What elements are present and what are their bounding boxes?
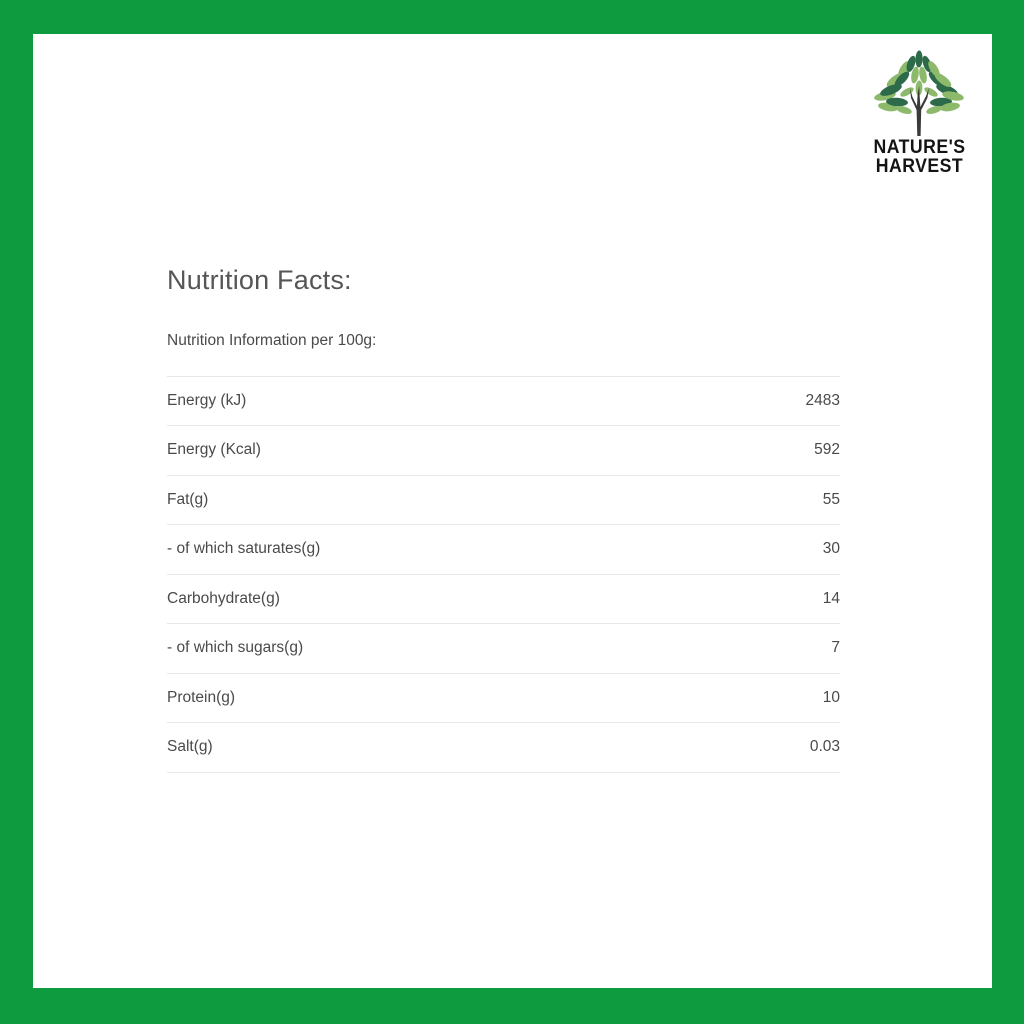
tree-icon [874, 50, 964, 136]
nutrient-value: 592 [723, 425, 840, 476]
tree-trunk [910, 86, 929, 136]
nutrition-facts-table: Nutrition Information per 100g: Energy (… [167, 330, 840, 773]
nutrient-value: 7 [723, 623, 840, 674]
table-row: Protein(g) 10 [167, 673, 840, 724]
table-row: Fat(g) 55 [167, 475, 840, 526]
nutrient-value: 14 [723, 574, 840, 625]
table-row: - of which saturates(g) 30 [167, 524, 840, 575]
nutrition-basis-label: Nutrition Information per 100g: [167, 330, 840, 377]
tree-canopy [874, 50, 964, 114]
nutrient-value: 55 [723, 475, 840, 526]
nutrient-value: 2483 [723, 376, 840, 427]
table-row: Energy (kJ) 2483 [167, 376, 840, 427]
brand-wordmark: NATURE'S HARVEST [870, 138, 969, 176]
nutrient-label: Fat(g) [167, 475, 724, 526]
table-row: Salt(g) 0.03 [167, 722, 840, 773]
nutrient-value: 0.03 [723, 722, 840, 773]
nutrient-value: 10 [723, 673, 840, 724]
nutrition-section: Nutrition Facts: Nutrition Information p… [167, 264, 840, 773]
nutrient-label: Protein(g) [167, 673, 724, 724]
nutrient-label: Energy (kJ) [167, 376, 724, 427]
brand-logo: NATURE'S HARVEST [864, 50, 974, 190]
table-row: Energy (Kcal) 592 [167, 425, 840, 476]
brand-wordmark-line1: NATURE'S [872, 137, 966, 158]
nutrient-value: 30 [723, 524, 840, 575]
table-row: - of which sugars(g) 7 [167, 623, 840, 674]
nutrient-label: - of which sugars(g) [167, 623, 724, 674]
nutrient-label: Energy (Kcal) [167, 425, 724, 476]
white-content-card: NATURE'S HARVEST Nutrition Facts: Nutrit… [33, 34, 992, 988]
table-row: Carbohydrate(g) 14 [167, 574, 840, 625]
nutrient-label: Salt(g) [167, 722, 724, 773]
nutrition-table-body: Nutrition Information per 100g: Energy (… [167, 330, 840, 773]
page-title: Nutrition Facts: [167, 265, 352, 295]
nutrient-label: Carbohydrate(g) [167, 574, 724, 625]
brand-wordmark-line2: HARVEST [875, 156, 963, 177]
nutrition-table-subheader-row: Nutrition Information per 100g: [167, 330, 840, 377]
nutrient-label: - of which saturates(g) [167, 524, 724, 575]
